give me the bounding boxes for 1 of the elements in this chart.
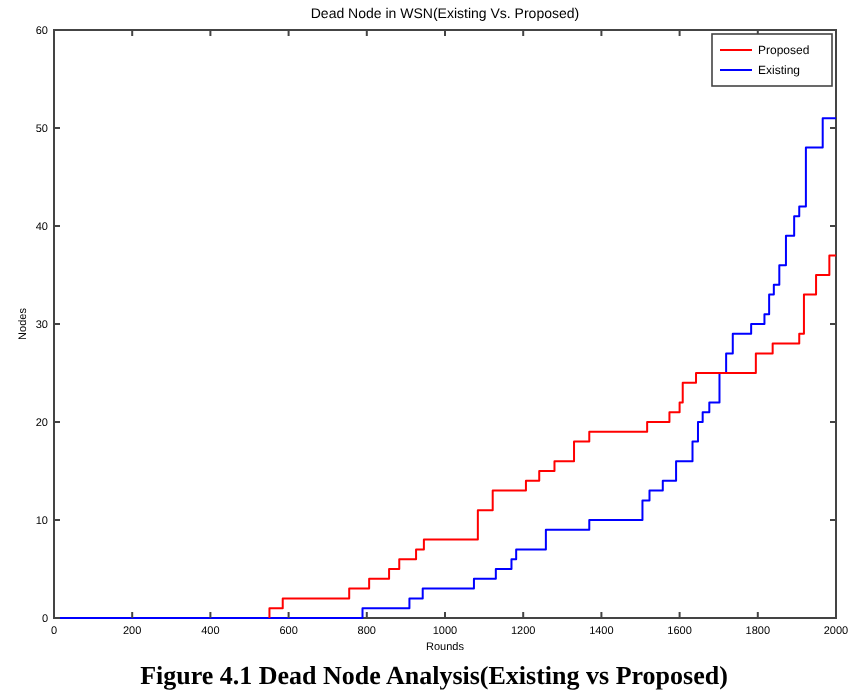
caption: Figure 4.1 Dead Node Analysis(Existing vs Proposed): [140, 660, 728, 690]
